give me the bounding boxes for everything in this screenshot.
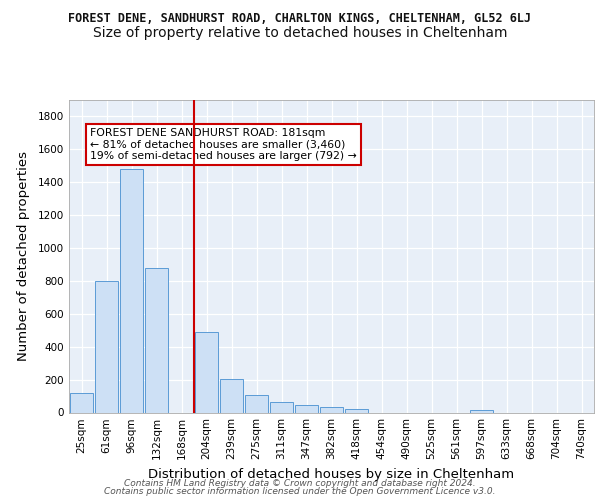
X-axis label: Distribution of detached houses by size in Cheltenham: Distribution of detached houses by size … bbox=[148, 468, 515, 481]
Bar bbox=[220, 379, 244, 412]
Bar bbox=[344, 409, 368, 412]
Bar bbox=[70, 393, 94, 412]
Y-axis label: Number of detached properties: Number of detached properties bbox=[17, 151, 29, 361]
Bar bbox=[145, 268, 169, 412]
Bar bbox=[320, 407, 343, 412]
Bar bbox=[245, 395, 268, 412]
Text: FOREST DENE SANDHURST ROAD: 181sqm
← 81% of detached houses are smaller (3,460)
: FOREST DENE SANDHURST ROAD: 181sqm ← 81%… bbox=[90, 128, 357, 161]
Text: Size of property relative to detached houses in Cheltenham: Size of property relative to detached ho… bbox=[93, 26, 507, 40]
Bar bbox=[95, 281, 118, 412]
Text: Contains HM Land Registry data © Crown copyright and database right 2024.: Contains HM Land Registry data © Crown c… bbox=[124, 478, 476, 488]
Bar bbox=[194, 332, 218, 412]
Text: Contains public sector information licensed under the Open Government Licence v3: Contains public sector information licen… bbox=[104, 487, 496, 496]
Bar bbox=[295, 405, 319, 412]
Text: FOREST DENE, SANDHURST ROAD, CHARLTON KINGS, CHELTENHAM, GL52 6LJ: FOREST DENE, SANDHURST ROAD, CHARLTON KI… bbox=[68, 12, 532, 26]
Bar bbox=[269, 402, 293, 412]
Bar bbox=[119, 169, 143, 412]
Bar bbox=[470, 410, 493, 412]
